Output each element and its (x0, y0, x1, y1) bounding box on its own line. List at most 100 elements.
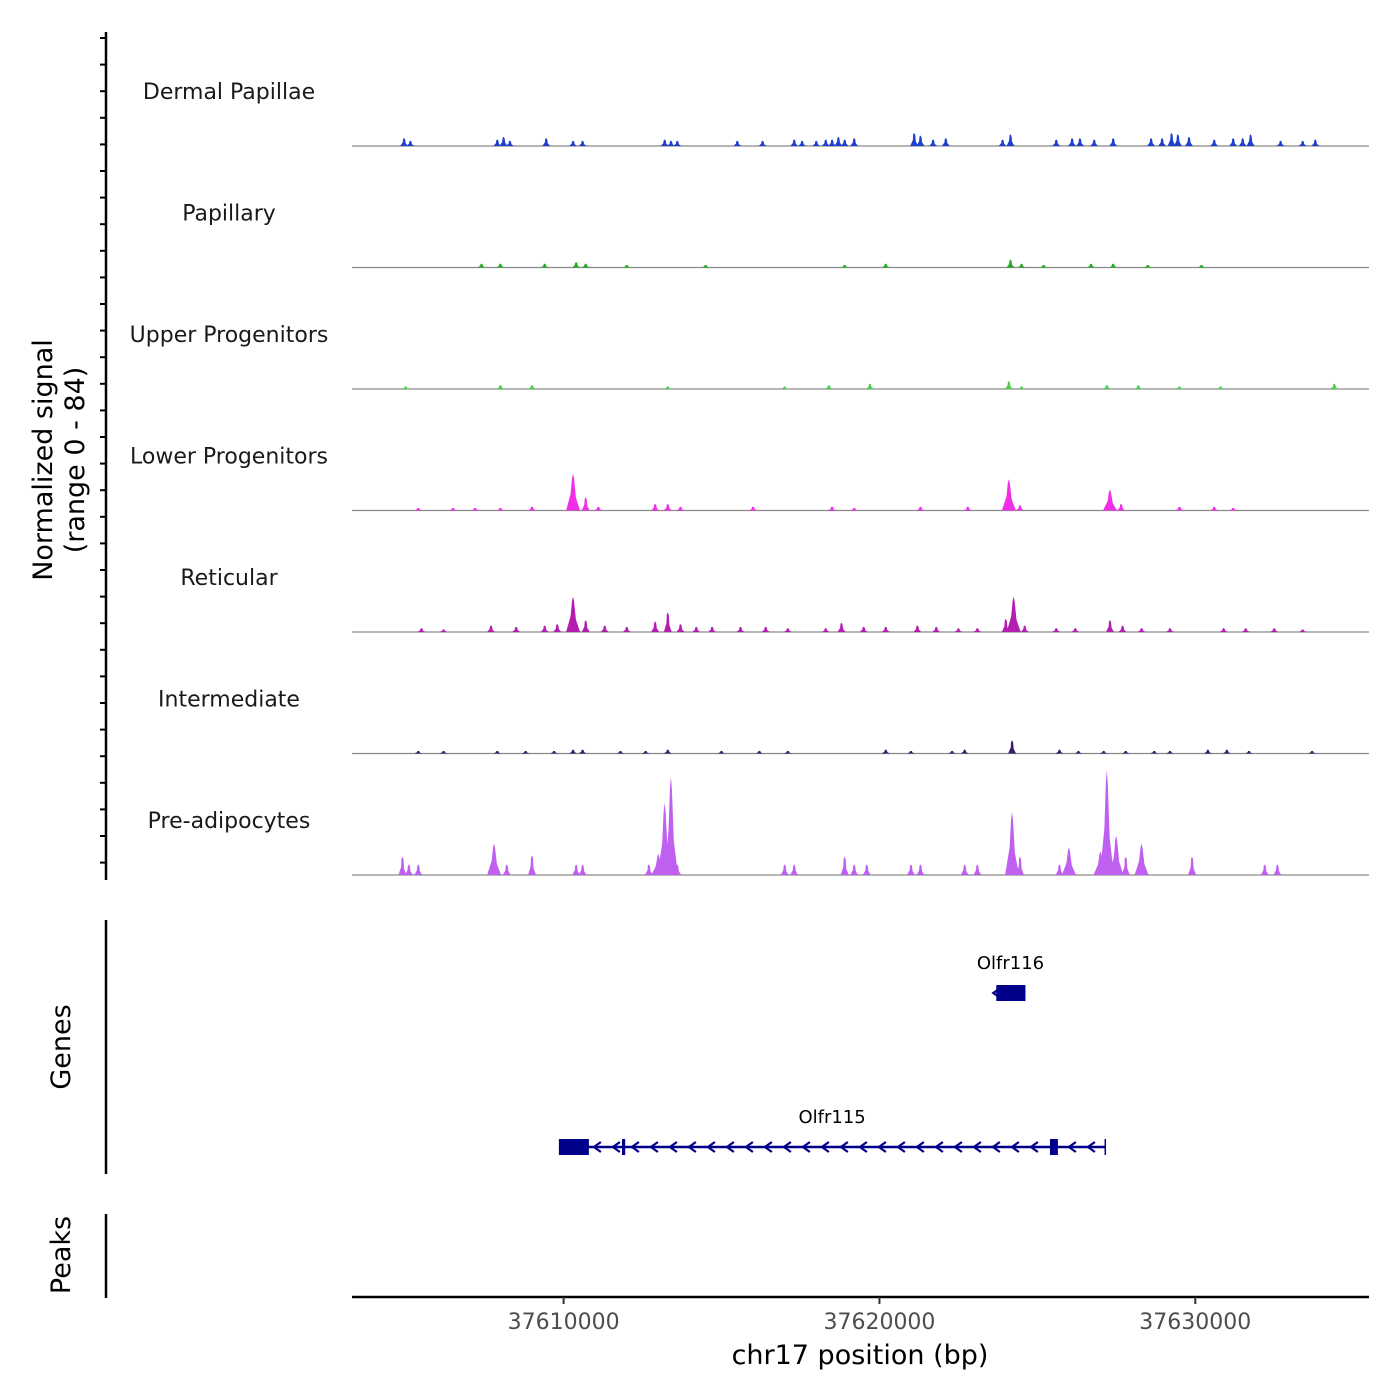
track-papillary: Papillary (182, 202, 1369, 269)
signal-peak (828, 506, 837, 511)
genes-panel-title: Genes (46, 1004, 77, 1089)
signal-tracks: Dermal Papillae Papillary Upper Progenitor… (130, 80, 1369, 876)
signal-peak (404, 864, 413, 875)
y-axis-title: Normalized signal (28, 339, 59, 581)
signal-peak (569, 749, 578, 754)
signal-peak (850, 138, 859, 146)
signal-peak (812, 140, 821, 146)
signal-peak (644, 864, 653, 875)
signal-peak (521, 750, 530, 754)
signal-peak (673, 864, 682, 875)
signal-peak (641, 750, 650, 754)
x-tick-label: 37610000 (508, 1310, 620, 1335)
strand-arrow (858, 1141, 868, 1153)
signal-peak (622, 626, 631, 632)
signal-peak (1173, 134, 1182, 146)
signal-peak (493, 750, 502, 754)
gene-exon (622, 1139, 626, 1155)
signal-peak (1102, 385, 1111, 389)
signal-peak (916, 506, 925, 511)
strand-arrow (915, 1141, 925, 1153)
signal-peak (528, 855, 536, 875)
signal-peak (708, 626, 717, 632)
signal-peak (1062, 847, 1076, 875)
signal-peak (1099, 750, 1108, 754)
track-label: Papillary (182, 202, 276, 227)
signal-peak (1210, 139, 1219, 146)
signal-peak (1245, 750, 1253, 754)
signal-peak (916, 864, 925, 875)
signal-peak (1276, 140, 1285, 146)
signal-peak (594, 506, 603, 511)
strand-arrow (649, 1141, 659, 1153)
signal-peak (1241, 628, 1250, 632)
signal-peak (862, 864, 871, 875)
signal-peak (496, 263, 505, 268)
signal-peak (960, 864, 969, 875)
signal-peak (651, 621, 660, 632)
signal-peak (553, 624, 562, 632)
signal-peak (859, 626, 868, 632)
strand-arrow (1067, 1141, 1077, 1153)
x-tick-label: 37630000 (1139, 1310, 1251, 1335)
track-pre-adipocytes: Pre-adipocytes (148, 770, 1369, 876)
strand-arrow (1029, 1141, 1039, 1153)
strand-arrow (725, 1141, 735, 1153)
strand-arrow (611, 1141, 621, 1153)
signal-peak (1260, 864, 1269, 875)
signal-peak (540, 625, 549, 632)
signal-peak (1055, 864, 1064, 875)
signal-peak (1137, 628, 1146, 632)
signal-peak (1001, 479, 1016, 511)
signal-peak (550, 750, 559, 754)
signal-peak (1121, 856, 1130, 875)
signal-peak (1020, 625, 1029, 632)
signal-peak (913, 625, 922, 632)
signal-peak (916, 135, 925, 146)
gene-exon (1050, 1139, 1058, 1155)
signal-peak (572, 864, 581, 875)
track-label: Dermal Papillae (143, 80, 315, 105)
signal-peak (528, 506, 536, 511)
signal-peak (907, 864, 915, 875)
signal-peak (840, 856, 849, 875)
signal-peak (733, 140, 742, 146)
signal-peak (676, 624, 685, 632)
signal-peak (1175, 386, 1184, 389)
signal-peak (780, 864, 789, 875)
signal-peak (673, 140, 682, 146)
signal-peak (749, 506, 758, 511)
track-label: Reticular (180, 566, 278, 591)
signal-peak (1090, 139, 1099, 146)
signal-peak (840, 264, 849, 268)
strand-arrow (706, 1141, 716, 1153)
signal-peak (414, 864, 423, 875)
signal-peak (401, 386, 410, 389)
signal-peak (834, 136, 843, 146)
signal-peak (960, 749, 969, 754)
signal-peak (398, 856, 407, 875)
signal-peak (1071, 628, 1080, 632)
signal-peak (755, 750, 764, 754)
signal-peak (1004, 381, 1013, 389)
signal-peak (1117, 504, 1126, 511)
signal-peak (1118, 625, 1127, 632)
signal-peak (821, 139, 830, 146)
signal-peak (1185, 136, 1193, 146)
signal-peak (998, 139, 1007, 146)
signal-peak (505, 140, 514, 146)
x-axis-ticks: 37610000 37620000 37630000 (508, 1297, 1251, 1335)
signal-peak (1109, 263, 1118, 268)
signal-peak (1166, 750, 1174, 754)
strand-arrow (972, 1141, 982, 1153)
gene-label: Olfr116 (977, 953, 1044, 974)
signal-peak (758, 140, 767, 146)
signal-peak (1150, 750, 1159, 754)
strand-arrow (991, 1141, 1001, 1153)
signal-peak (651, 504, 660, 511)
signal-peak (566, 596, 581, 632)
signal-peak (1039, 264, 1048, 268)
signal-peak (663, 504, 672, 511)
signal-peak (1188, 856, 1197, 875)
signal-peak (1298, 140, 1307, 146)
